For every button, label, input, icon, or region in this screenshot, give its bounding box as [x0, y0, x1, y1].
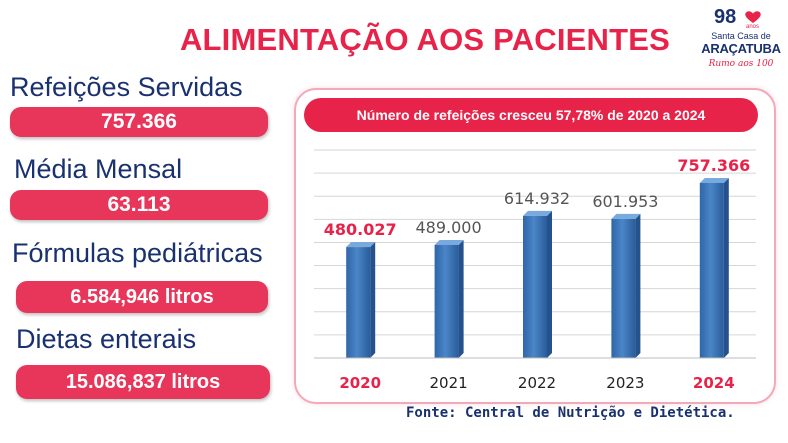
- bar: [699, 182, 724, 358]
- heart-icon: [745, 11, 761, 23]
- bar: [611, 218, 636, 358]
- bar-side: [458, 239, 464, 358]
- stat-label-formulas: Fórmulas pediátricas: [12, 238, 263, 268]
- x-tick-label: 2023: [606, 374, 644, 392]
- bar-side: [547, 210, 552, 358]
- stat-value-formulas: 6.584,946 litros: [16, 281, 268, 313]
- bar-top: [699, 177, 729, 183]
- logo-anos: anos: [746, 24, 760, 30]
- bar-side: [635, 213, 641, 358]
- bar-top: [434, 239, 464, 245]
- bar-side: [723, 177, 729, 358]
- x-tick-label: 2024: [693, 374, 735, 392]
- bar-side: [370, 242, 376, 358]
- page-title: ALIMENTAÇÃO AOS PACIENTES: [179, 22, 671, 57]
- bar: [346, 247, 371, 358]
- stat-label-dietas: Dietas enterais: [16, 324, 197, 354]
- stat-value-media: 63.113: [10, 190, 268, 220]
- stat-value-refeicoes: 757.366: [10, 107, 268, 137]
- logo-line1: Santa Casa de: [711, 31, 771, 41]
- stat-label-refeicoes: Refeições Servidas: [10, 72, 243, 102]
- source-note: Fonte: Central de Nutrição e Dietética.: [406, 405, 735, 421]
- logo-signature: Rumo aos 100: [708, 59, 774, 69]
- data-label: 614.932: [504, 189, 570, 208]
- bar-top: [346, 242, 376, 248]
- data-label: 601.953: [592, 192, 658, 211]
- bar: [434, 244, 459, 358]
- data-label: 757.366: [677, 156, 750, 175]
- santa-casa-logo: 98 anos Santa Casa de ARAÇATUBA Rumo aos…: [700, 4, 782, 80]
- data-label: 489.000: [416, 218, 482, 237]
- bar: [523, 215, 547, 358]
- x-tick-label: 2020: [339, 374, 381, 392]
- stat-label-media: Média Mensal: [14, 154, 183, 184]
- data-label: 480.027: [324, 220, 397, 239]
- bar-top: [611, 213, 641, 219]
- x-tick-label: 2022: [518, 374, 556, 392]
- logo-line2: ARAÇATUBA: [701, 41, 781, 56]
- logo-anniversary: 98: [714, 6, 737, 28]
- stat-value-dietas: 15.086,837 litros: [16, 365, 270, 399]
- bar-top: [523, 210, 552, 216]
- chart-headline: Número de refeições cresceu 57,78% de 20…: [304, 98, 758, 132]
- x-tick-label: 2021: [430, 374, 468, 392]
- bar-chart: 480.027 2020 489.000 2021 614.932 2022 601.953…: [314, 149, 756, 392]
